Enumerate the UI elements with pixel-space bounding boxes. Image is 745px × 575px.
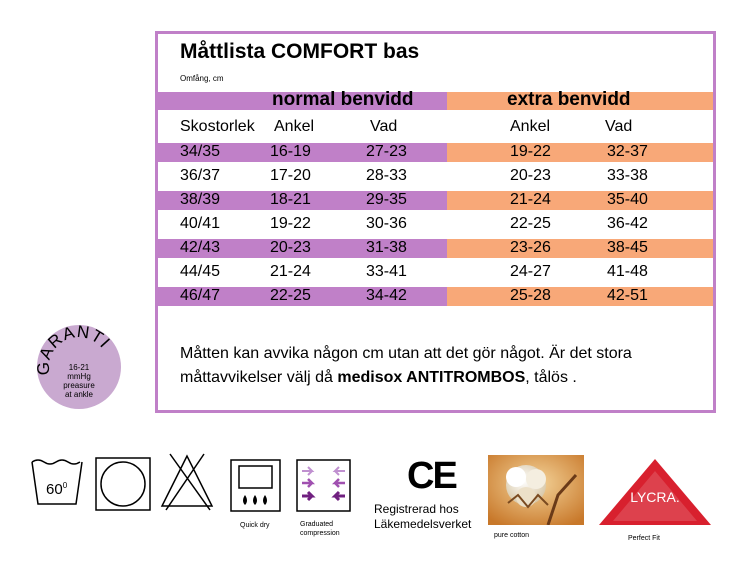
note-text-end: , tålös .	[525, 369, 577, 386]
col-ankle: Ankel	[274, 118, 315, 135]
wash-temp: 600	[46, 481, 67, 498]
lycra-logo-text: LYCRA.	[630, 489, 680, 505]
graduated-caption: Graduated compression	[300, 521, 340, 537]
row-band-normal	[158, 143, 447, 162]
header-band-normal	[158, 92, 447, 110]
row-band-normal	[158, 287, 447, 306]
seal-line-1: 16-21	[68, 363, 90, 372]
cell-ankle: 16-19	[270, 143, 311, 160]
cell-calf: 31-38	[366, 239, 407, 256]
header-extra-width: extra benvidd	[507, 89, 631, 110]
cell-size: 38/39	[180, 191, 221, 208]
cell-calf-extra: 32-37	[607, 143, 648, 160]
row-band-extra	[447, 191, 713, 210]
graduated-compression-icon	[296, 459, 351, 512]
wash-temp-value: 60	[46, 481, 63, 498]
cell-size: 34/35	[180, 143, 221, 160]
cell-ankle: 22-25	[270, 287, 311, 304]
disclaimer-note: Måtten kan avvika någon cm utan att det …	[180, 342, 710, 390]
cell-calf: 30-36	[366, 215, 407, 232]
cell-size: 44/45	[180, 263, 221, 280]
cell-calf-extra: 42-51	[607, 287, 648, 304]
cell-calf-extra: 38-45	[607, 239, 648, 256]
cell-ankle-extra: 25-28	[510, 287, 551, 304]
cell-ankle: 20-23	[270, 239, 311, 256]
col-calf-extra: Vad	[605, 118, 633, 135]
cell-calf: 34-42	[366, 287, 407, 304]
cell-ankle-extra: 22-25	[510, 215, 551, 232]
cell-ankle-extra: 21-24	[510, 191, 551, 208]
row-band-normal	[158, 239, 447, 258]
chart-subtitle: Omfång, cm	[180, 74, 224, 83]
quick-dry-caption: Quick dry	[240, 522, 270, 529]
cell-calf: 33-41	[366, 263, 407, 280]
guarantee-seal: GARANTI 16-21 mmHg preasure at ankle	[37, 325, 121, 409]
cell-ankle-extra: 23-26	[510, 239, 551, 256]
note-text: Måtten kan avvika någon cm utan att det …	[180, 345, 632, 386]
cell-ankle: 17-20	[270, 167, 311, 184]
tumble-dry-icon	[95, 457, 151, 511]
cell-size: 42/43	[180, 239, 221, 256]
cell-ankle-extra: 20-23	[510, 167, 551, 184]
chart-title: Måttlista COMFORT bas	[180, 40, 420, 63]
note-brand: medisox ANTITROMBOS	[337, 369, 526, 386]
cell-calf-extra: 33-38	[607, 167, 648, 184]
cell-ankle-extra: 19-22	[510, 143, 551, 160]
cell-ankle: 19-22	[270, 215, 311, 232]
cell-ankle-extra: 24-27	[510, 263, 551, 280]
seal-line-4: at ankle	[64, 390, 94, 399]
col-ankle-extra: Ankel	[510, 118, 551, 135]
quick-dry-icon	[230, 459, 281, 512]
registration-text: Registrerad hos Läkemedelsverket	[374, 502, 472, 531]
wash-60-icon	[31, 459, 83, 505]
cell-ankle: 21-24	[270, 263, 311, 280]
cell-size: 40/41	[180, 215, 221, 232]
cell-size: 36/37	[180, 167, 221, 184]
header-band-extra	[447, 92, 713, 110]
col-size: Skostorlek	[180, 118, 255, 135]
ce-mark: CE	[407, 455, 458, 497]
cell-calf: 27-23	[366, 143, 407, 160]
cotton-photo-icon	[488, 455, 584, 525]
row-band-extra	[447, 239, 713, 258]
seal-line-3: preasure	[63, 381, 95, 390]
row-band-extra	[447, 287, 713, 306]
perfect-fit-caption: Perfect Fit	[628, 535, 660, 542]
lycra-logo: LYCRA.	[599, 459, 711, 525]
no-bleach-icon	[160, 453, 214, 511]
size-chart-card: Måttlista COMFORT bas Omfång, cm normal …	[155, 31, 716, 413]
seal-line-2: mmHg	[67, 372, 91, 381]
row-band-extra	[447, 143, 713, 162]
cell-ankle: 18-21	[270, 191, 311, 208]
cell-calf: 29-35	[366, 191, 407, 208]
seal-arc-text: GARANTI	[37, 325, 113, 375]
cell-size: 46/47	[180, 287, 221, 304]
cell-calf-extra: 41-48	[607, 263, 648, 280]
row-band-normal	[158, 191, 447, 210]
cell-calf: 28-33	[366, 167, 407, 184]
cell-calf-extra: 35-40	[607, 191, 648, 208]
col-calf: Vad	[370, 118, 398, 135]
cell-calf-extra: 36-42	[607, 215, 648, 232]
header-normal-width: normal benvidd	[272, 89, 414, 110]
pure-cotton-caption: pure cotton	[494, 532, 530, 539]
wash-temp-degree: 0	[62, 481, 68, 490]
